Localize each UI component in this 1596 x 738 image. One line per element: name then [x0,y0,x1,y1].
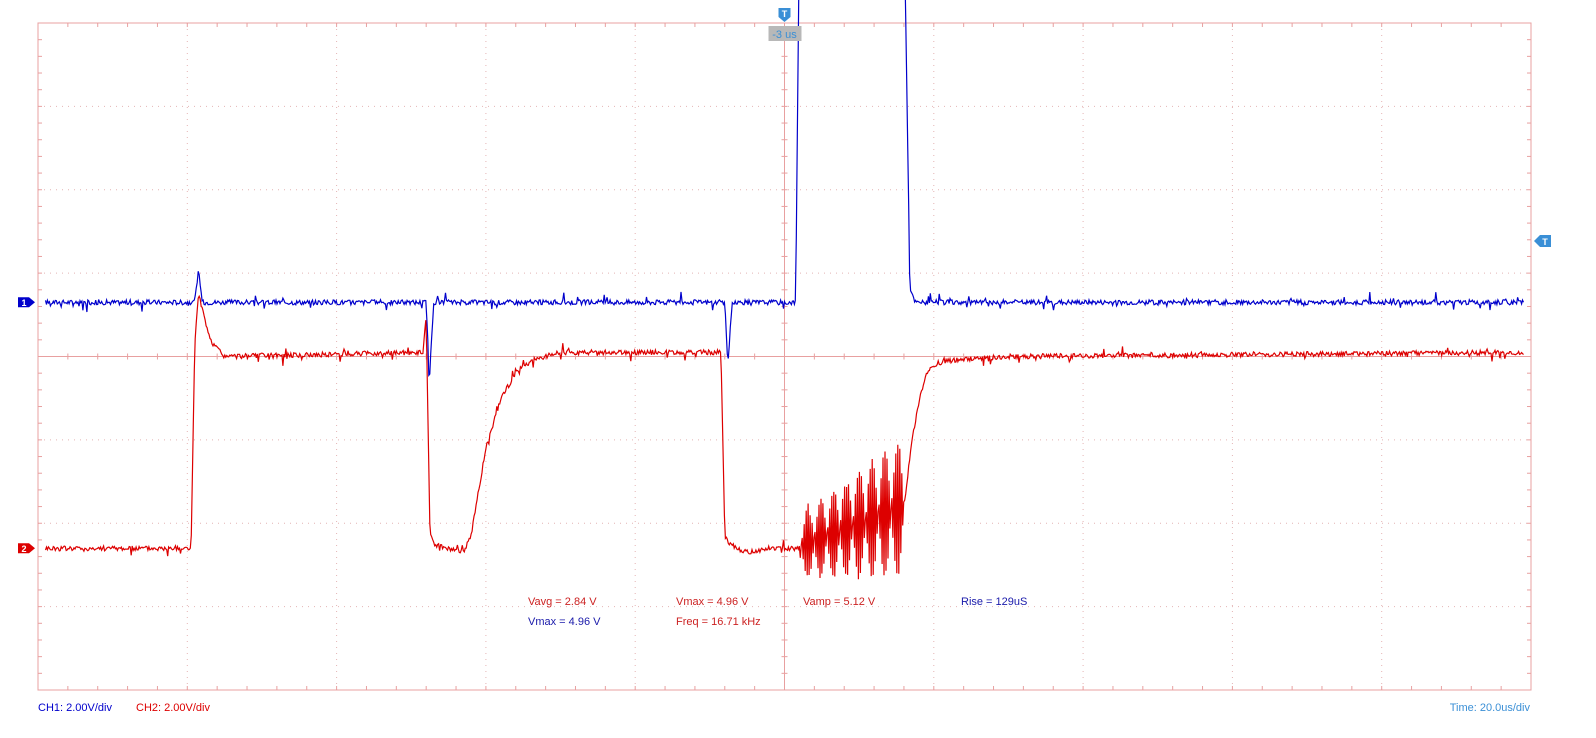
ch2-ground-icon[interactable] [18,543,35,554]
ch1-trace [44,0,1525,378]
grid [37,22,1532,691]
trigger-level-marker-label: T [1542,237,1548,247]
ch2-ground-marker[interactable]: 2 [18,543,35,554]
ch1-marker-label: 1 [21,298,26,308]
trigger-position-marker-label: T [782,9,788,19]
trigger-offset-background [768,26,802,41]
trigger-position-icon[interactable] [778,8,791,22]
timebase-label: Time: 20.0us/div [1450,702,1531,714]
measurement-freq: Freq = 16.71 kHz [676,616,761,628]
measurement-rise: Rise = 129uS [961,596,1027,608]
ch2-trace [44,294,1524,580]
ch1-ground-marker[interactable]: 1 [18,297,35,308]
traces [44,0,1525,580]
trigger-marker[interactable]: T [778,8,791,22]
measurement-vavg: Vavg = 2.84 V [528,596,597,608]
trigger-offset-label: -3 us [772,29,797,41]
trigger-level-marker[interactable]: T [1534,235,1551,247]
measurement-vmax-ch1: Vmax = 4.96 V [528,616,601,628]
ch2-scale-label: CH2: 2.00V/div [136,702,210,714]
ch2-marker-label: 2 [21,544,26,554]
trigger-offset-badge: -3 us [768,26,802,41]
measurement-vamp: Vamp = 5.12 V [803,596,876,608]
measurement-vmax-ch2: Vmax = 4.96 V [676,596,749,608]
ch1-scale-label: CH1: 2.00V/div [38,702,112,714]
ch1-ground-icon[interactable] [18,297,35,308]
measurements: Vavg = 2.84 V Vmax = 4.96 V Vamp = 5.12 … [528,596,1027,628]
status-bar: CH1: 2.00V/div CH2: 2.00V/div Time: 20.0… [38,702,1530,714]
trigger-level-icon[interactable] [1534,235,1551,247]
